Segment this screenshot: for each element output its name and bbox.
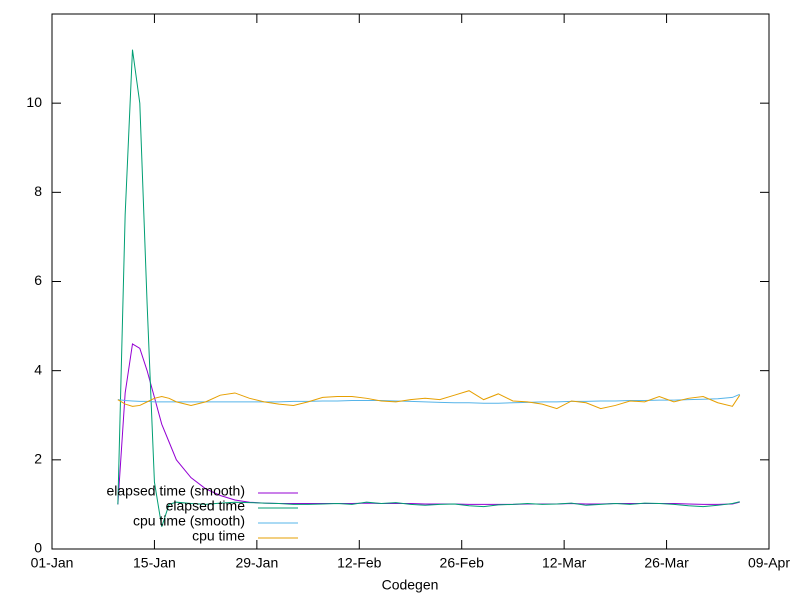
x-tick-label: 12-Mar — [542, 555, 587, 571]
legend-label: cpu time — [192, 528, 245, 544]
legend-label: elapsed time — [166, 498, 246, 514]
legend-label: elapsed time (smooth) — [106, 483, 245, 499]
y-tick-label: 10 — [26, 94, 42, 110]
x-tick-label: 09-Apr — [748, 555, 790, 571]
series-line — [117, 390, 741, 410]
y-tick-label: 4 — [34, 361, 42, 377]
x-tick-label: 29-Jan — [235, 555, 278, 571]
x-axis-label: Codegen — [382, 577, 439, 593]
plot-border — [51, 13, 770, 550]
legend-label: cpu time (smooth) — [133, 513, 245, 529]
x-tick-label: 12-Feb — [337, 555, 382, 571]
y-tick-label: 6 — [34, 272, 42, 288]
y-tick-label: 8 — [34, 183, 42, 199]
x-tick-label: 26-Mar — [644, 555, 689, 571]
x-tick-label: 01-Jan — [31, 555, 74, 571]
x-tick-label: 15-Jan — [133, 555, 176, 571]
series-line — [117, 343, 740, 505]
x-tick-label: 26-Feb — [440, 555, 485, 571]
y-tick-label: 2 — [34, 451, 42, 467]
y-tick-label: 0 — [34, 540, 42, 556]
series-line — [117, 49, 740, 527]
